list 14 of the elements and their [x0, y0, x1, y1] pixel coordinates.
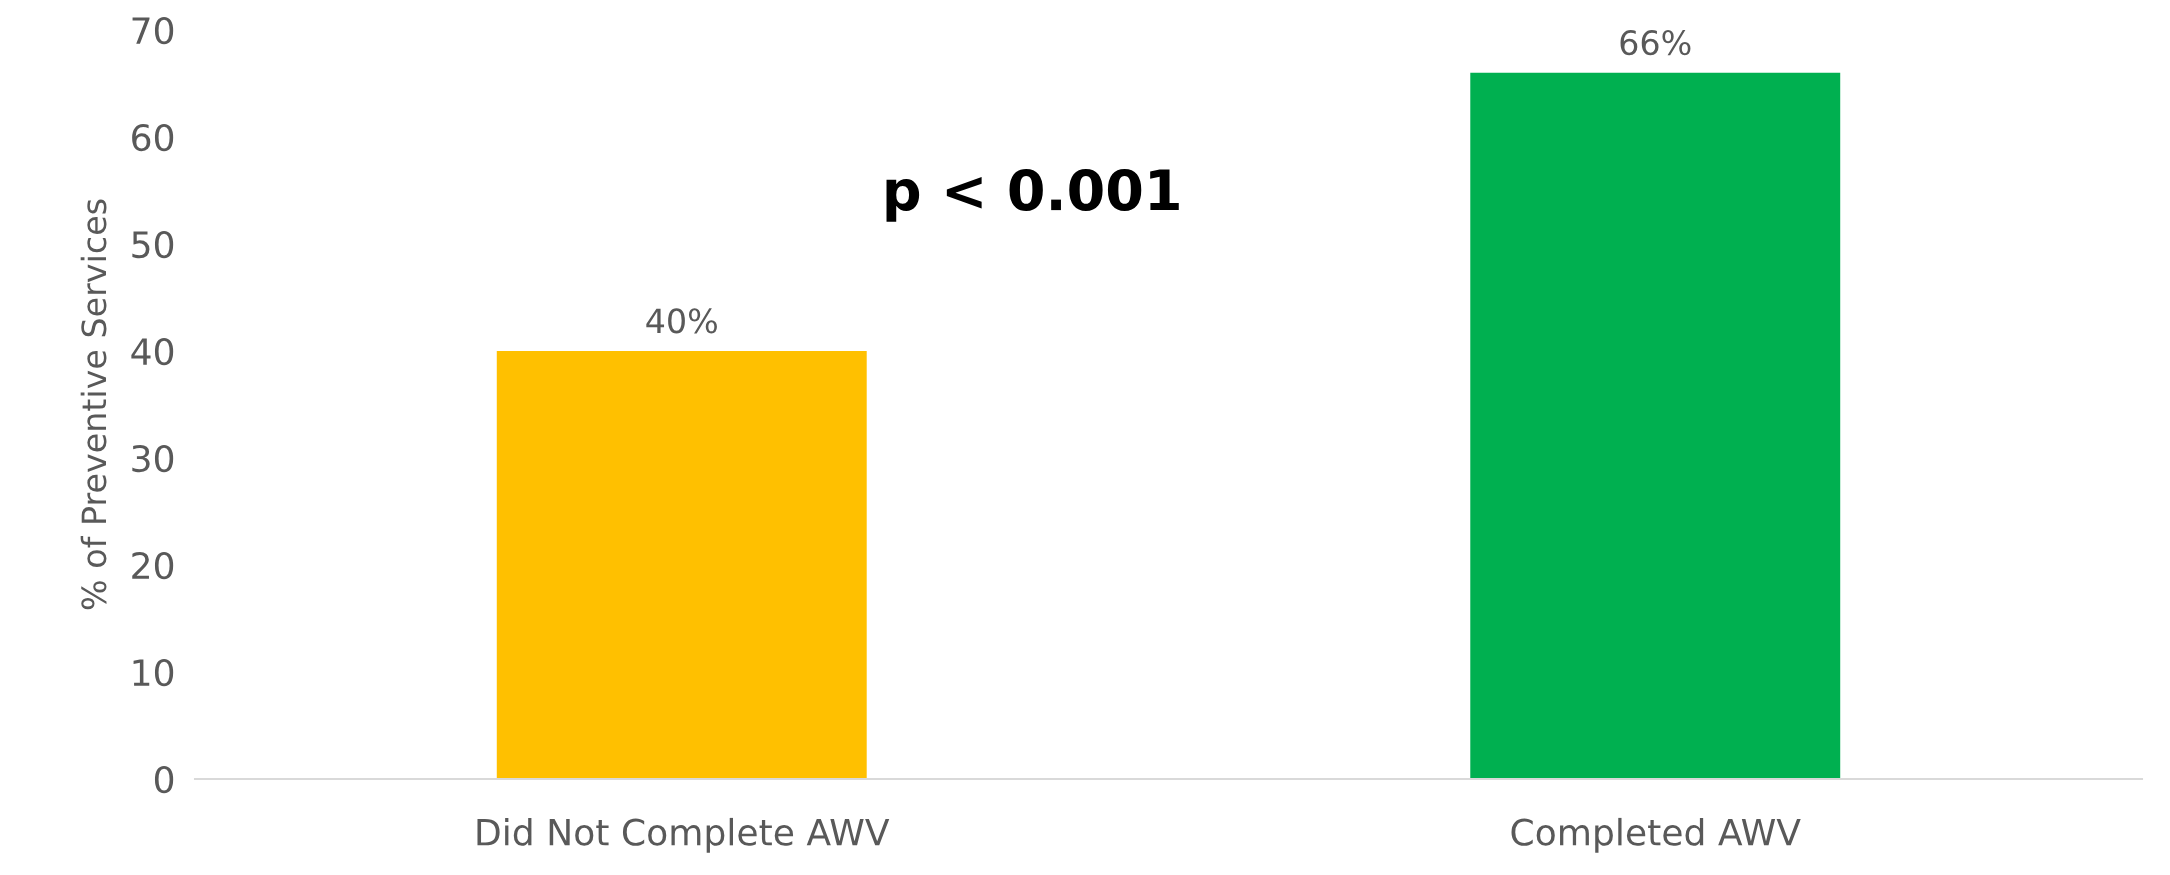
y-tick-label: 30: [132, 444, 174, 473]
y-tick-label: 10: [133, 658, 174, 687]
y-tick-label: 60: [132, 123, 174, 152]
annotation: p < 0.001: [886, 168, 1179, 222]
x-tick-label: Completed AWV: [1511, 817, 1801, 853]
data-label: 40%: [646, 308, 717, 334]
y-tick-label: 40: [131, 337, 174, 366]
y-axis-title: % of Preventive Services: [80, 199, 107, 610]
y-tick-label: 20: [132, 551, 174, 580]
y-tick-label: 0: [154, 765, 174, 794]
y-tick-label: 70: [132, 16, 174, 45]
y-tick-label: 50: [132, 230, 174, 259]
data-label: 66%: [1620, 30, 1691, 56]
x-tick-label: Did Not Complete AWV: [477, 817, 890, 853]
